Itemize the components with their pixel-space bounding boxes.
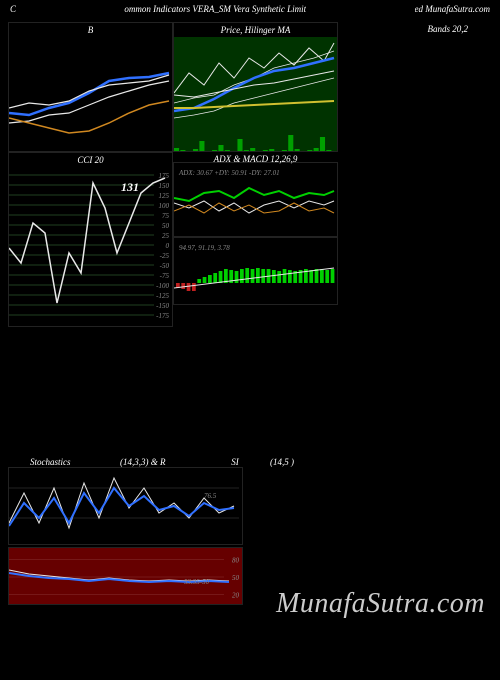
header-right: ed MunafaSutra.com xyxy=(415,4,491,14)
svg-text:150: 150 xyxy=(159,182,170,190)
chart-macd: 94.97, 91.19, 3.78 xyxy=(174,238,338,305)
svg-text:-175: -175 xyxy=(156,312,169,320)
panel-adx: ADX: 30.67 +DY: 50.91 -DY: 27.01 xyxy=(173,162,338,237)
chart-adx: ADX: 30.67 +DY: 50.91 -DY: 27.01 xyxy=(174,163,338,237)
svg-text:75: 75 xyxy=(162,212,170,220)
panel-bollinger-b: B xyxy=(8,22,173,152)
chart-rsi: 20 50 80 53.35-50 xyxy=(9,548,243,605)
svg-text:94.97, 91.19, 3.78: 94.97, 91.19, 3.78 xyxy=(179,244,230,252)
panel-rsi: 20 50 80 53.35-50 xyxy=(8,547,243,605)
svg-text:-25: -25 xyxy=(160,252,170,260)
svg-text:-75: -75 xyxy=(160,272,170,280)
title-rsi-params: (14,5 ) xyxy=(270,457,500,467)
panel-bands-empty: Bands 20,2 xyxy=(338,22,488,152)
svg-text:76.5: 76.5 xyxy=(204,492,217,500)
watermark: MunafaSutra.com xyxy=(276,588,485,620)
svg-text:50: 50 xyxy=(162,222,170,230)
panel-price-ma: Price, Hilinger MA xyxy=(173,22,338,152)
header-left: C xyxy=(10,4,16,14)
panel-adx-macd-group: ADX & MACD 12,26,9 ADX: 30.67 +DY: 50.91… xyxy=(173,152,338,327)
title-b: B xyxy=(88,25,94,35)
svg-text:125: 125 xyxy=(159,192,170,200)
svg-text:80: 80 xyxy=(232,557,240,565)
title-bands: Bands 20,2 xyxy=(428,24,469,34)
svg-text:20: 20 xyxy=(232,591,240,599)
svg-text:0: 0 xyxy=(166,242,170,250)
chart-stochastics: 76.5 xyxy=(9,468,243,545)
panel-cci: CCI 20 -175 -150 -125 -100 -75 -50 -25 0 25 50 75 1… xyxy=(8,152,173,327)
svg-text:-100: -100 xyxy=(156,282,169,290)
svg-text:131: 131 xyxy=(121,180,139,194)
svg-text:53.35-50: 53.35-50 xyxy=(184,578,210,586)
svg-text:-50: -50 xyxy=(160,262,170,270)
page-header: C ommon Indicators VERA_SM Vera Syntheti… xyxy=(0,0,500,18)
svg-text:ADX: 30.67 +DY: 50.91 -DY: 27.: ADX: 30.67 +DY: 50.91 -DY: 27.01 xyxy=(178,169,280,177)
title-stoch-params: (14,3,3) & R xyxy=(120,457,200,467)
title-adx-macd: ADX & MACD 12,26,9 xyxy=(173,154,338,164)
chart-cci: -175 -150 -125 -100 -75 -50 -25 0 25 50 75 100 125 15… xyxy=(9,153,173,327)
svg-text:50: 50 xyxy=(232,574,240,582)
svg-text:-125: -125 xyxy=(156,292,169,300)
chart-bollinger xyxy=(9,23,173,152)
panel-macd: 94.97, 91.19, 3.78 xyxy=(173,237,338,305)
title-cci: CCI 20 xyxy=(77,155,103,165)
header-center: ommon Indicators VERA_SM Vera Synthetic … xyxy=(124,4,306,14)
chart-price xyxy=(174,23,338,152)
title-stoch: Stochastics xyxy=(30,457,120,467)
spacer xyxy=(0,327,500,457)
title-price: Price, Hilinger MA xyxy=(221,25,291,35)
svg-text:100: 100 xyxy=(159,202,170,210)
title-rsi: SI xyxy=(200,457,270,467)
panel-stochastics: 76.5 xyxy=(8,467,243,545)
svg-text:-150: -150 xyxy=(156,302,169,310)
svg-text:25: 25 xyxy=(162,232,170,240)
